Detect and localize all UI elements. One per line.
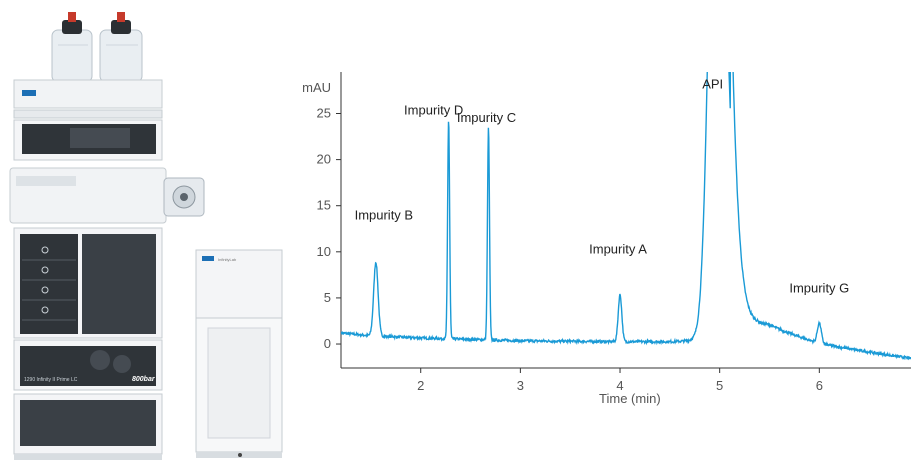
y-tick-label: 0 — [324, 336, 331, 351]
model-badge: 1290 Infinity II Prime LC — [24, 377, 78, 383]
chromatogram-chart: 0 5 10 15 20 25 2 3 4 5 6 mAU Time (min) Impurity… — [302, 72, 911, 406]
lc-instrument-image: 1290 Infinity II Prime LC 800bar Infinit… — [9, 12, 283, 460]
pressure-badge: 800bar — [132, 376, 156, 383]
axes — [340, 72, 911, 369]
x-ticks: 2 3 4 5 6 — [417, 368, 823, 393]
brand-logo — [22, 90, 36, 96]
chromatogram-trace — [341, 72, 911, 361]
x-axis-title: Time (min) — [599, 391, 661, 406]
detector-badge: InfinityLab — [218, 257, 237, 262]
y-tick-label: 25 — [317, 105, 331, 120]
y-tick-label: 15 — [317, 198, 331, 213]
drawer-buttons — [22, 246, 76, 321]
peak-label: API — [702, 77, 723, 92]
y-axis-title: mAU — [302, 80, 331, 95]
x-tick-label: 2 — [417, 378, 424, 393]
y-tick-label: 10 — [317, 244, 331, 259]
peak-label: Impurity D — [404, 102, 463, 117]
x-tick-label: 6 — [816, 378, 823, 393]
x-tick-label: 5 — [716, 378, 723, 393]
peak-label: Impurity A — [589, 242, 647, 257]
y-tick-label: 5 — [324, 290, 331, 305]
x-tick-label: 3 — [517, 378, 524, 393]
y-tick-label: 20 — [317, 152, 331, 167]
x-tick-label: 4 — [616, 378, 623, 393]
solvent-bottles — [51, 12, 143, 83]
peak-label: Impurity C — [457, 110, 516, 125]
peak-label: Impurity B — [355, 208, 414, 223]
peak-label: Impurity G — [789, 280, 849, 295]
y-ticks: 0 5 10 15 20 25 — [317, 105, 341, 351]
